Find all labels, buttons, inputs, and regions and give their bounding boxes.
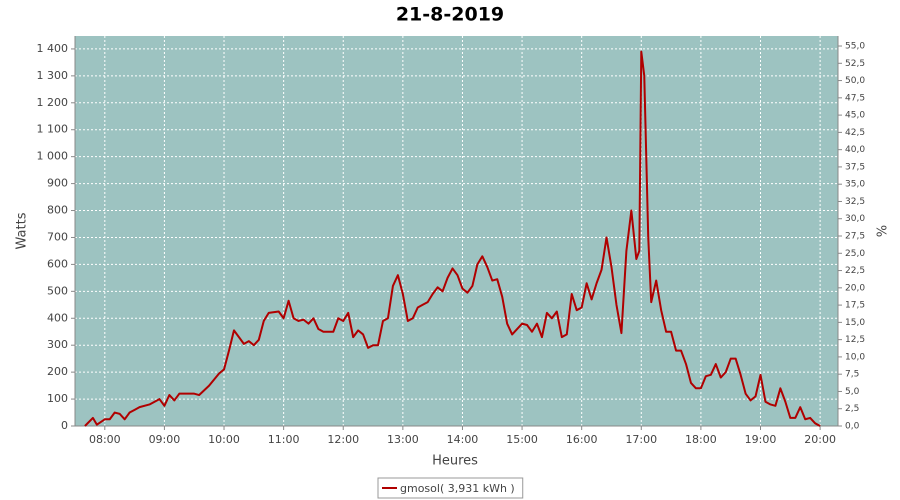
y-tick-label: 700 [47,230,68,243]
legend-label: gmosol( 3,931 kWh ) [400,482,515,495]
y-tick-label: 500 [47,284,68,297]
x-tick-label: 11:00 [268,433,300,446]
x-tick-label: 09:00 [149,433,181,446]
x-tick-label: 19:00 [745,433,777,446]
y-tick-label: 300 [47,338,68,351]
x-tick-label: 20:00 [804,433,836,446]
x-tick-label: 18:00 [685,433,717,446]
x-tick-label: 12:00 [327,433,359,446]
y2-tick-label: 50,0 [845,76,865,86]
y2-tick-label: 7,5 [845,370,859,380]
legend-box [377,477,524,499]
y2-tick-label: 12,5 [845,335,865,345]
y-tick-label: 1 000 [37,150,69,163]
y-tick-label: 1 100 [37,123,69,136]
x-axis-title: Heures [432,454,478,469]
x-tick-label: 15:00 [506,433,538,446]
y2-tick-label: 0,0 [845,422,860,432]
y-tick-label: 200 [47,365,68,378]
y-axis-title: Watts [15,212,30,249]
y2-tick-label: 42,5 [845,128,865,138]
y2-tick-label: 55,0 [845,42,865,52]
y2-tick-label: 15,0 [845,318,865,328]
x-tick-label: 14:00 [447,433,479,446]
y-tick-label: 400 [47,311,68,324]
y-tick-label: 0 [61,419,68,432]
y2-tick-label: 30,0 [845,214,865,224]
y2-tick-label: 20,0 [845,283,865,293]
y2-tick-label: 47,5 [845,93,865,103]
y-tick-label: 1 200 [37,96,69,109]
y2-tick-label: 5,0 [845,387,860,397]
y2-tick-label: 37,5 [845,162,865,172]
y2-tick-label: 32,5 [845,197,865,207]
y2-tick-label: 25,0 [845,249,865,259]
y2-tick-label: 52,5 [845,59,865,69]
y-tick-label: 1 300 [37,69,69,82]
y2-tick-label: 10,0 [845,352,865,362]
data-line [84,50,821,427]
y2-tick-label: 35,0 [845,180,865,190]
y2-axis-title: % [873,225,888,237]
x-tick-label: 17:00 [625,433,657,446]
y-tick-label: 800 [47,204,68,217]
x-tick-label: 16:00 [566,433,598,446]
y2-tick-label: 45,0 [845,111,865,121]
chart-title: 21-8-2019 [396,4,504,26]
y-tick-label: 1 400 [37,42,69,55]
y-tick-label: 600 [47,257,68,270]
y-tick-label: 100 [47,392,68,405]
y2-tick-label: 17,5 [845,301,865,311]
x-tick-label: 10:00 [208,433,240,446]
y2-tick-label: 27,5 [845,232,865,242]
x-tick-label: 08:00 [89,433,121,446]
y2-tick-label: 22,5 [845,266,865,276]
y2-tick-label: 40,0 [845,145,865,155]
y-tick-label: 900 [47,177,68,190]
y2-tick-label: 2,5 [845,404,859,414]
plot-area [75,36,838,426]
x-tick-label: 13:00 [387,433,419,446]
